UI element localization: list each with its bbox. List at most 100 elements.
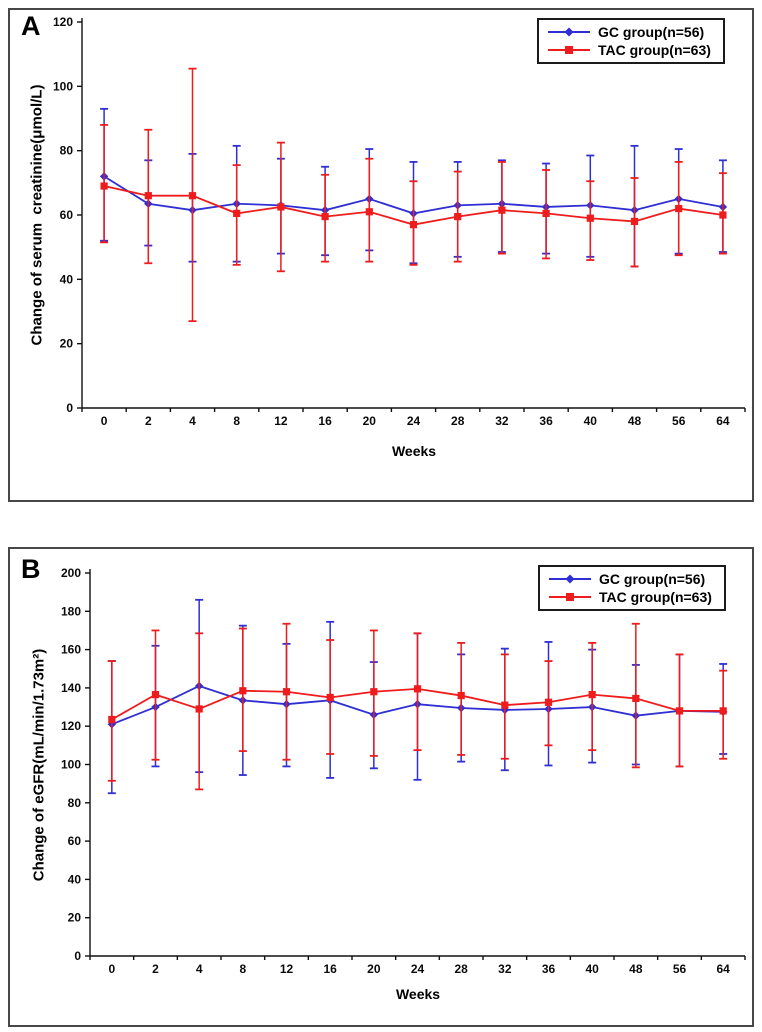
legend-item-tac: TAC group(n=63) <box>548 589 712 605</box>
data-point-marker <box>719 211 727 219</box>
x-tick-label: 28 <box>451 414 465 428</box>
x-tick-label: 8 <box>239 962 246 976</box>
x-axis-title-a: Weeks <box>391 443 437 459</box>
y-tick-label: 120 <box>61 719 81 733</box>
y-tick-label: 100 <box>61 758 81 772</box>
y-tick-label: 0 <box>74 949 81 963</box>
data-point-marker <box>409 221 418 229</box>
legend-item-gc: GC group(n=56) <box>548 571 712 587</box>
y-tick-label: 200 <box>61 566 81 580</box>
x-tick-label: 20 <box>363 414 377 428</box>
x-tick-label: 24 <box>411 962 425 976</box>
y-tick-label: 140 <box>61 681 81 695</box>
data-point-marker <box>108 715 116 724</box>
y-tick-label: 120 <box>53 15 73 29</box>
axes <box>85 569 746 960</box>
y-tick-label: 40 <box>68 872 82 886</box>
x-tick-label: 8 <box>233 414 240 428</box>
series-tac <box>107 622 728 791</box>
x-tick-label: 40 <box>585 962 599 976</box>
x-tick-label: 48 <box>629 962 643 976</box>
gc-legend-marker-icon <box>549 574 591 584</box>
data-point-marker <box>188 192 197 200</box>
x-tick-label: 36 <box>539 414 553 428</box>
x-tick-label: 20 <box>367 962 381 976</box>
x-tick-label: 12 <box>274 414 288 428</box>
data-point-marker <box>365 208 373 216</box>
x-tick-label: 32 <box>495 414 509 428</box>
legend-a: GC group(n=56) TAC group(n=63) <box>537 18 725 64</box>
y-tick-label: 40 <box>60 272 74 286</box>
data-point-marker <box>719 707 727 715</box>
legend-label-tac: TAC group(n=63) <box>599 589 712 605</box>
data-point-marker <box>542 209 550 217</box>
data-point-marker <box>586 214 594 222</box>
y-tick-label: 0 <box>66 401 73 415</box>
data-point-marker <box>457 691 465 700</box>
tac-legend-marker-icon <box>548 46 590 54</box>
data-point-marker <box>675 707 684 715</box>
x-tick-label: 48 <box>628 414 642 428</box>
panel-b: 0 20 40 60 80 100 120 140 160 180 200 0 2 4 8 12 16 20 24 2… <box>8 547 754 1027</box>
x-tick-label: 0 <box>101 414 108 428</box>
x-tick-label: 4 <box>196 962 203 976</box>
data-point-marker <box>501 701 509 709</box>
y-tick-label: 80 <box>68 796 82 810</box>
x-tick-label: 36 <box>542 962 556 976</box>
data-point-marker <box>498 206 506 214</box>
data-point-marker <box>151 691 160 699</box>
legend-label-gc: GC group(n=56) <box>598 24 705 40</box>
gc-legend-marker-icon <box>548 27 590 37</box>
y-tick-label: 180 <box>61 604 81 618</box>
data-point-marker <box>675 204 683 213</box>
x-tick-label: 28 <box>454 962 468 976</box>
legend-label-gc: GC group(n=56) <box>599 571 706 587</box>
x-axis-title-b: Weeks <box>395 986 441 1002</box>
y-tick-label: 20 <box>60 337 74 351</box>
legend-diamond <box>564 27 574 37</box>
legend-diamond <box>565 574 575 584</box>
x-tick-label: 12 <box>280 962 294 976</box>
x-tick-label: 64 <box>716 962 730 976</box>
data-point-marker <box>144 192 152 200</box>
data-point-marker <box>282 688 291 696</box>
x-tick-label: 0 <box>108 962 115 976</box>
x-tick-label: 64 <box>716 414 730 428</box>
data-point-marker <box>588 691 596 699</box>
x-tick-label: 2 <box>145 414 152 428</box>
legend-label-tac: TAC group(n=63) <box>598 42 711 58</box>
data-point-marker <box>233 209 241 217</box>
axes <box>77 18 746 412</box>
x-tick-label: 56 <box>672 414 686 428</box>
x-tick-label: 2 <box>152 962 159 976</box>
legend-square <box>565 46 573 54</box>
legend-item-gc: GC group(n=56) <box>547 24 711 40</box>
data-point-marker <box>326 693 334 702</box>
legend-b: GC group(n=56) TAC group(n=63) <box>538 565 726 611</box>
x-tick-label: 16 <box>318 414 332 428</box>
y-tick-label: 100 <box>53 79 73 93</box>
data-point-marker <box>195 705 203 713</box>
data-point-marker <box>100 182 108 190</box>
data-point-marker <box>544 698 553 706</box>
data-point-marker <box>370 688 378 696</box>
y-tick-label: 80 <box>60 144 74 158</box>
data-point-marker <box>632 694 640 703</box>
data-point-marker <box>321 213 329 221</box>
panel-a: 0 20 40 60 80 100 120 0 2 4 8 12 16 20 24 28 32 36 40 48 56 6… <box>8 8 754 502</box>
x-tick-label: 40 <box>584 414 598 428</box>
data-point-marker <box>277 203 285 211</box>
x-tick-label: 24 <box>407 414 421 428</box>
tac-legend-marker-icon <box>549 593 591 601</box>
series-tac <box>100 67 727 323</box>
x-tick-label: 4 <box>189 414 196 428</box>
y-tick-label: 160 <box>61 643 81 657</box>
legend-square <box>566 593 574 601</box>
data-point-marker <box>413 685 422 693</box>
y-tick-label: 60 <box>68 834 82 848</box>
x-tick-label: 16 <box>323 962 337 976</box>
data-point-marker <box>630 217 639 226</box>
x-tick-label: 56 <box>673 962 687 976</box>
